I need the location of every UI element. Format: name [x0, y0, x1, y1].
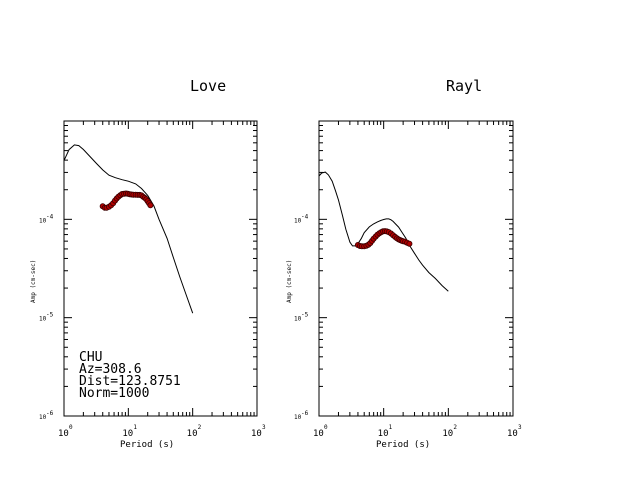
station-name: CHU [79, 350, 102, 365]
love-observed-point [147, 202, 154, 209]
rayl-y-tick-label: 10 [294, 217, 302, 224]
rayl-y-tick-labels: 10-610-510-4 [294, 213, 309, 421]
love-model-curve [63, 144, 194, 314]
love-y-tick-label: 10 [39, 217, 47, 224]
rayl-x-tick-exponent: 2 [453, 424, 457, 431]
love-series [63, 144, 194, 314]
love-y-tick-exponent: -5 [46, 312, 54, 319]
rayl-x-tick-exponent: 1 [389, 424, 393, 431]
love-y-axis-label: Amp (cm-sec) [30, 260, 37, 303]
rayl-x-tick-label: 10 [507, 429, 518, 439]
distance: Dist=123.8751 [79, 374, 181, 389]
love-y-tick-exponent: -6 [46, 410, 54, 417]
rayl-y-tick-exponent: -4 [301, 213, 309, 220]
rayl-observed-point [406, 240, 413, 247]
love-x-tick-label: 10 [58, 429, 69, 439]
love-x-tick-exponent: 0 [69, 424, 73, 431]
normalization: Norm=1000 [79, 386, 149, 401]
rayl-ticks [318, 121, 514, 417]
rayl-x-tick-exponent: 0 [324, 424, 328, 431]
rayl-y-tick-label: 10 [294, 414, 302, 421]
love-plot-frame [63, 120, 258, 417]
rayl-x-tick-label: 10 [313, 429, 324, 439]
rayl-x-tick-exponent: 3 [518, 424, 522, 431]
rayl-title: Rayl [446, 77, 482, 95]
rayl-y-tick-exponent: -6 [301, 410, 309, 417]
rayl-x-tick-label: 10 [378, 429, 389, 439]
love-x-tick-label: 10 [187, 429, 198, 439]
rayl-plot-frame [318, 120, 514, 417]
love-x-tick-exponent: 1 [133, 424, 137, 431]
love-x-axis-label: Period (s) [120, 440, 174, 450]
rayl-series [318, 171, 449, 292]
rayl-y-tick-exponent: -5 [301, 312, 309, 319]
rayl-model-curve [318, 171, 449, 292]
rayl-x-tick-label: 10 [442, 429, 453, 439]
love-y-tick-label: 10 [39, 316, 47, 323]
love-x-tick-exponent: 3 [262, 424, 266, 431]
love-title: Love [190, 77, 226, 95]
love-ticks [63, 121, 258, 417]
love-y-tick-exponent: -4 [46, 213, 54, 220]
love-x-tick-exponent: 2 [198, 424, 202, 431]
love-x-tick-label: 10 [122, 429, 133, 439]
love-x-tick-label: 10 [251, 429, 262, 439]
love-y-tick-labels: 10-610-510-4 [39, 213, 54, 421]
rayl-x-axis-label: Period (s) [376, 440, 430, 450]
rayl-y-tick-label: 10 [294, 316, 302, 323]
love-y-tick-label: 10 [39, 414, 47, 421]
rayl-y-axis-label: Amp (cm-sec) [286, 260, 293, 303]
azimuth: Az=308.6 [79, 362, 142, 377]
